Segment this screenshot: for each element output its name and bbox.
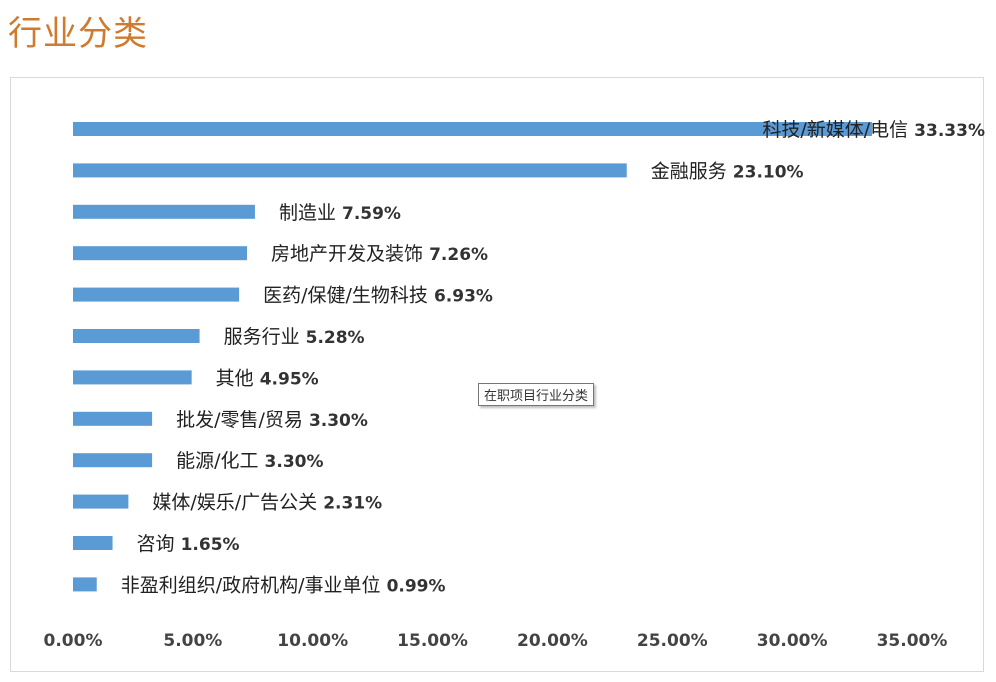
bar-label: 房地产开发及装饰 7.26%	[271, 243, 488, 265]
bar	[73, 163, 627, 178]
category-label: 能源/化工	[176, 450, 264, 472]
x-tick-label: 0.00%	[44, 631, 103, 651]
category-label: 制造业	[279, 202, 342, 224]
bar-label: 媒体/娱乐/广告公关 2.31%	[152, 492, 382, 514]
bar-label: 服务行业 5.28%	[224, 326, 365, 348]
bar	[73, 287, 240, 302]
category-label: 批发/零售/贸易	[176, 409, 309, 431]
category-label: 服务行业	[224, 326, 306, 348]
bar-label: 制造业 7.59%	[279, 202, 401, 224]
bar-label: 金融服务 23.10%	[651, 160, 804, 182]
bar-label: 其他 4.95%	[216, 367, 319, 389]
x-tick-label: 20.00%	[517, 631, 588, 651]
value-label: 7.26%	[429, 245, 488, 265]
page-title: 行业分类	[8, 14, 148, 54]
bar	[73, 453, 153, 468]
x-tick-label: 25.00%	[637, 631, 708, 651]
value-label: 3.30%	[265, 452, 324, 472]
bar-label: 批发/零售/贸易 3.30%	[176, 409, 368, 431]
chart-tooltip: 在职项目行业分类	[478, 383, 595, 406]
category-label: 房地产开发及装饰	[271, 243, 429, 265]
x-tick-label: 30.00%	[757, 631, 828, 651]
value-label: 1.65%	[181, 535, 240, 555]
bar	[73, 370, 192, 385]
category-label: 媒体/娱乐/广告公关	[152, 492, 323, 514]
x-tick-label: 15.00%	[397, 631, 468, 651]
category-label: 其他	[216, 367, 260, 389]
bar	[73, 411, 153, 426]
labels-group: 科技/新媒体/电信 33.33% 金融服务 23.10% 制造业 7.59% 房地产开…	[121, 119, 985, 596]
bar	[73, 494, 129, 509]
bars-group	[73, 122, 872, 592]
bar-label: 医药/保健/生物科技 6.93%	[263, 285, 493, 307]
value-label: 2.31%	[323, 494, 382, 514]
x-tick-label: 5.00%	[163, 631, 222, 651]
category-label: 科技/新媒体/电信	[762, 119, 914, 141]
x-tick-label: 35.00%	[877, 631, 948, 651]
value-label: 7.59%	[342, 204, 401, 224]
value-label: 33.33%	[914, 121, 985, 141]
value-label: 6.93%	[434, 287, 493, 307]
value-label: 3.30%	[309, 411, 368, 431]
category-label: 非盈利组织/政府机构/事业单位	[121, 574, 387, 596]
ticks-group: 0.00% 5.00% 10.00% 15.00% 20.00% 25.00% 30.00%…	[44, 631, 948, 651]
bar-label: 咨询 1.65%	[137, 533, 240, 555]
value-label: 0.99%	[387, 576, 446, 596]
bar	[73, 577, 97, 592]
category-label: 金融服务	[651, 160, 733, 182]
bar-label: 科技/新媒体/电信 33.33%	[762, 119, 985, 141]
bar	[73, 246, 248, 261]
bar	[73, 536, 113, 550]
value-label: 4.95%	[260, 369, 319, 389]
bar-label: 非盈利组织/政府机构/事业单位 0.99%	[121, 574, 446, 596]
bar	[73, 329, 200, 343]
bar	[73, 204, 255, 219]
category-label: 咨询	[137, 533, 181, 555]
bar-label: 能源/化工 3.30%	[176, 450, 323, 472]
x-tick-label: 10.00%	[277, 631, 348, 651]
value-label: 23.10%	[733, 162, 804, 182]
category-label: 医药/保健/生物科技	[263, 285, 434, 307]
bar	[73, 122, 872, 136]
value-label: 5.28%	[306, 328, 365, 348]
